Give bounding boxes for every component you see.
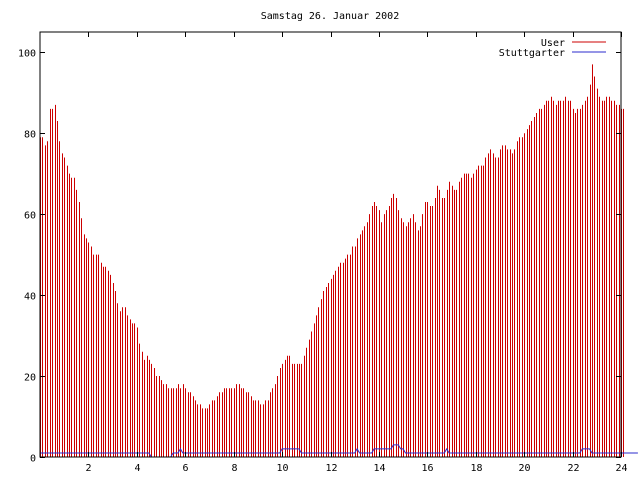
y-tick-label: 0 [30, 454, 36, 465]
legend-label-user: User [541, 38, 565, 49]
plot-frame [39, 31, 622, 458]
x-tick-label: 18 [470, 463, 482, 474]
y-tick-label: 100 [18, 49, 36, 60]
legend-label-stuttgarter: Stuttgarter [499, 48, 565, 59]
x-tick-label: 6 [182, 463, 188, 474]
x-tick-label: 24 [615, 463, 627, 474]
x-tick-label: 4 [134, 463, 140, 474]
axes [39, 31, 622, 458]
tick-marks [40, 32, 622, 458]
x-tick-label: 16 [421, 463, 433, 474]
chart-title: Samstag 26. Januar 2002 [261, 11, 399, 22]
x-tick-label: 14 [373, 463, 385, 474]
x-tick-label: 10 [276, 463, 288, 474]
x-tick-label: 8 [231, 463, 237, 474]
user-impulses [40, 64, 624, 457]
stuttgarter-line [40, 444, 638, 458]
y-tick-label: 60 [24, 211, 36, 222]
x-tick-label: 22 [567, 463, 579, 474]
y-tick-label: 80 [24, 130, 36, 141]
y-tick-label: 20 [24, 373, 36, 384]
x-tick-label: 20 [518, 463, 530, 474]
legend: User Stuttgarter [499, 38, 606, 59]
x-tick-label: 2 [85, 463, 91, 474]
stuttgarter-line-group [40, 444, 638, 458]
y-tick-label: 40 [24, 292, 36, 303]
x-tick-label: 12 [325, 463, 337, 474]
